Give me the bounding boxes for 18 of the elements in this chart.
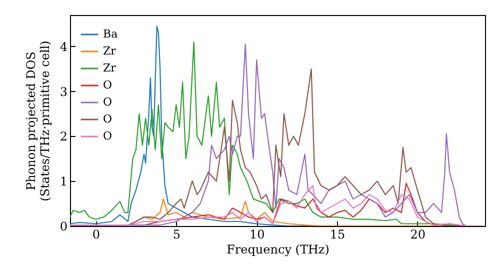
legend-label: Zr xyxy=(103,44,117,58)
y-tick-label: 1 xyxy=(60,174,68,189)
x-tick-label: 10 xyxy=(249,228,265,242)
x-tick-label: 15 xyxy=(330,228,346,242)
x-tick-label: 5 xyxy=(172,228,180,242)
y-tick-label: 4 xyxy=(60,40,68,54)
x-tick-label: 20 xyxy=(410,228,426,242)
legend-label: Zr xyxy=(103,62,117,74)
y-tick-label: 2 xyxy=(60,130,68,144)
y-tick-label: 3 xyxy=(60,84,68,99)
x-tick-label: 0 xyxy=(92,228,100,242)
legend-label: O xyxy=(103,96,112,108)
legend-label: O xyxy=(103,78,112,92)
legend-label: Ba xyxy=(103,28,118,40)
legend-label: O xyxy=(103,112,112,126)
x-axis-title: Frequency (THz) xyxy=(226,242,330,256)
legend-label: O xyxy=(103,130,112,142)
y-axis-title: Phonon projected DOS (States/THz·primitive cell) xyxy=(24,40,52,202)
